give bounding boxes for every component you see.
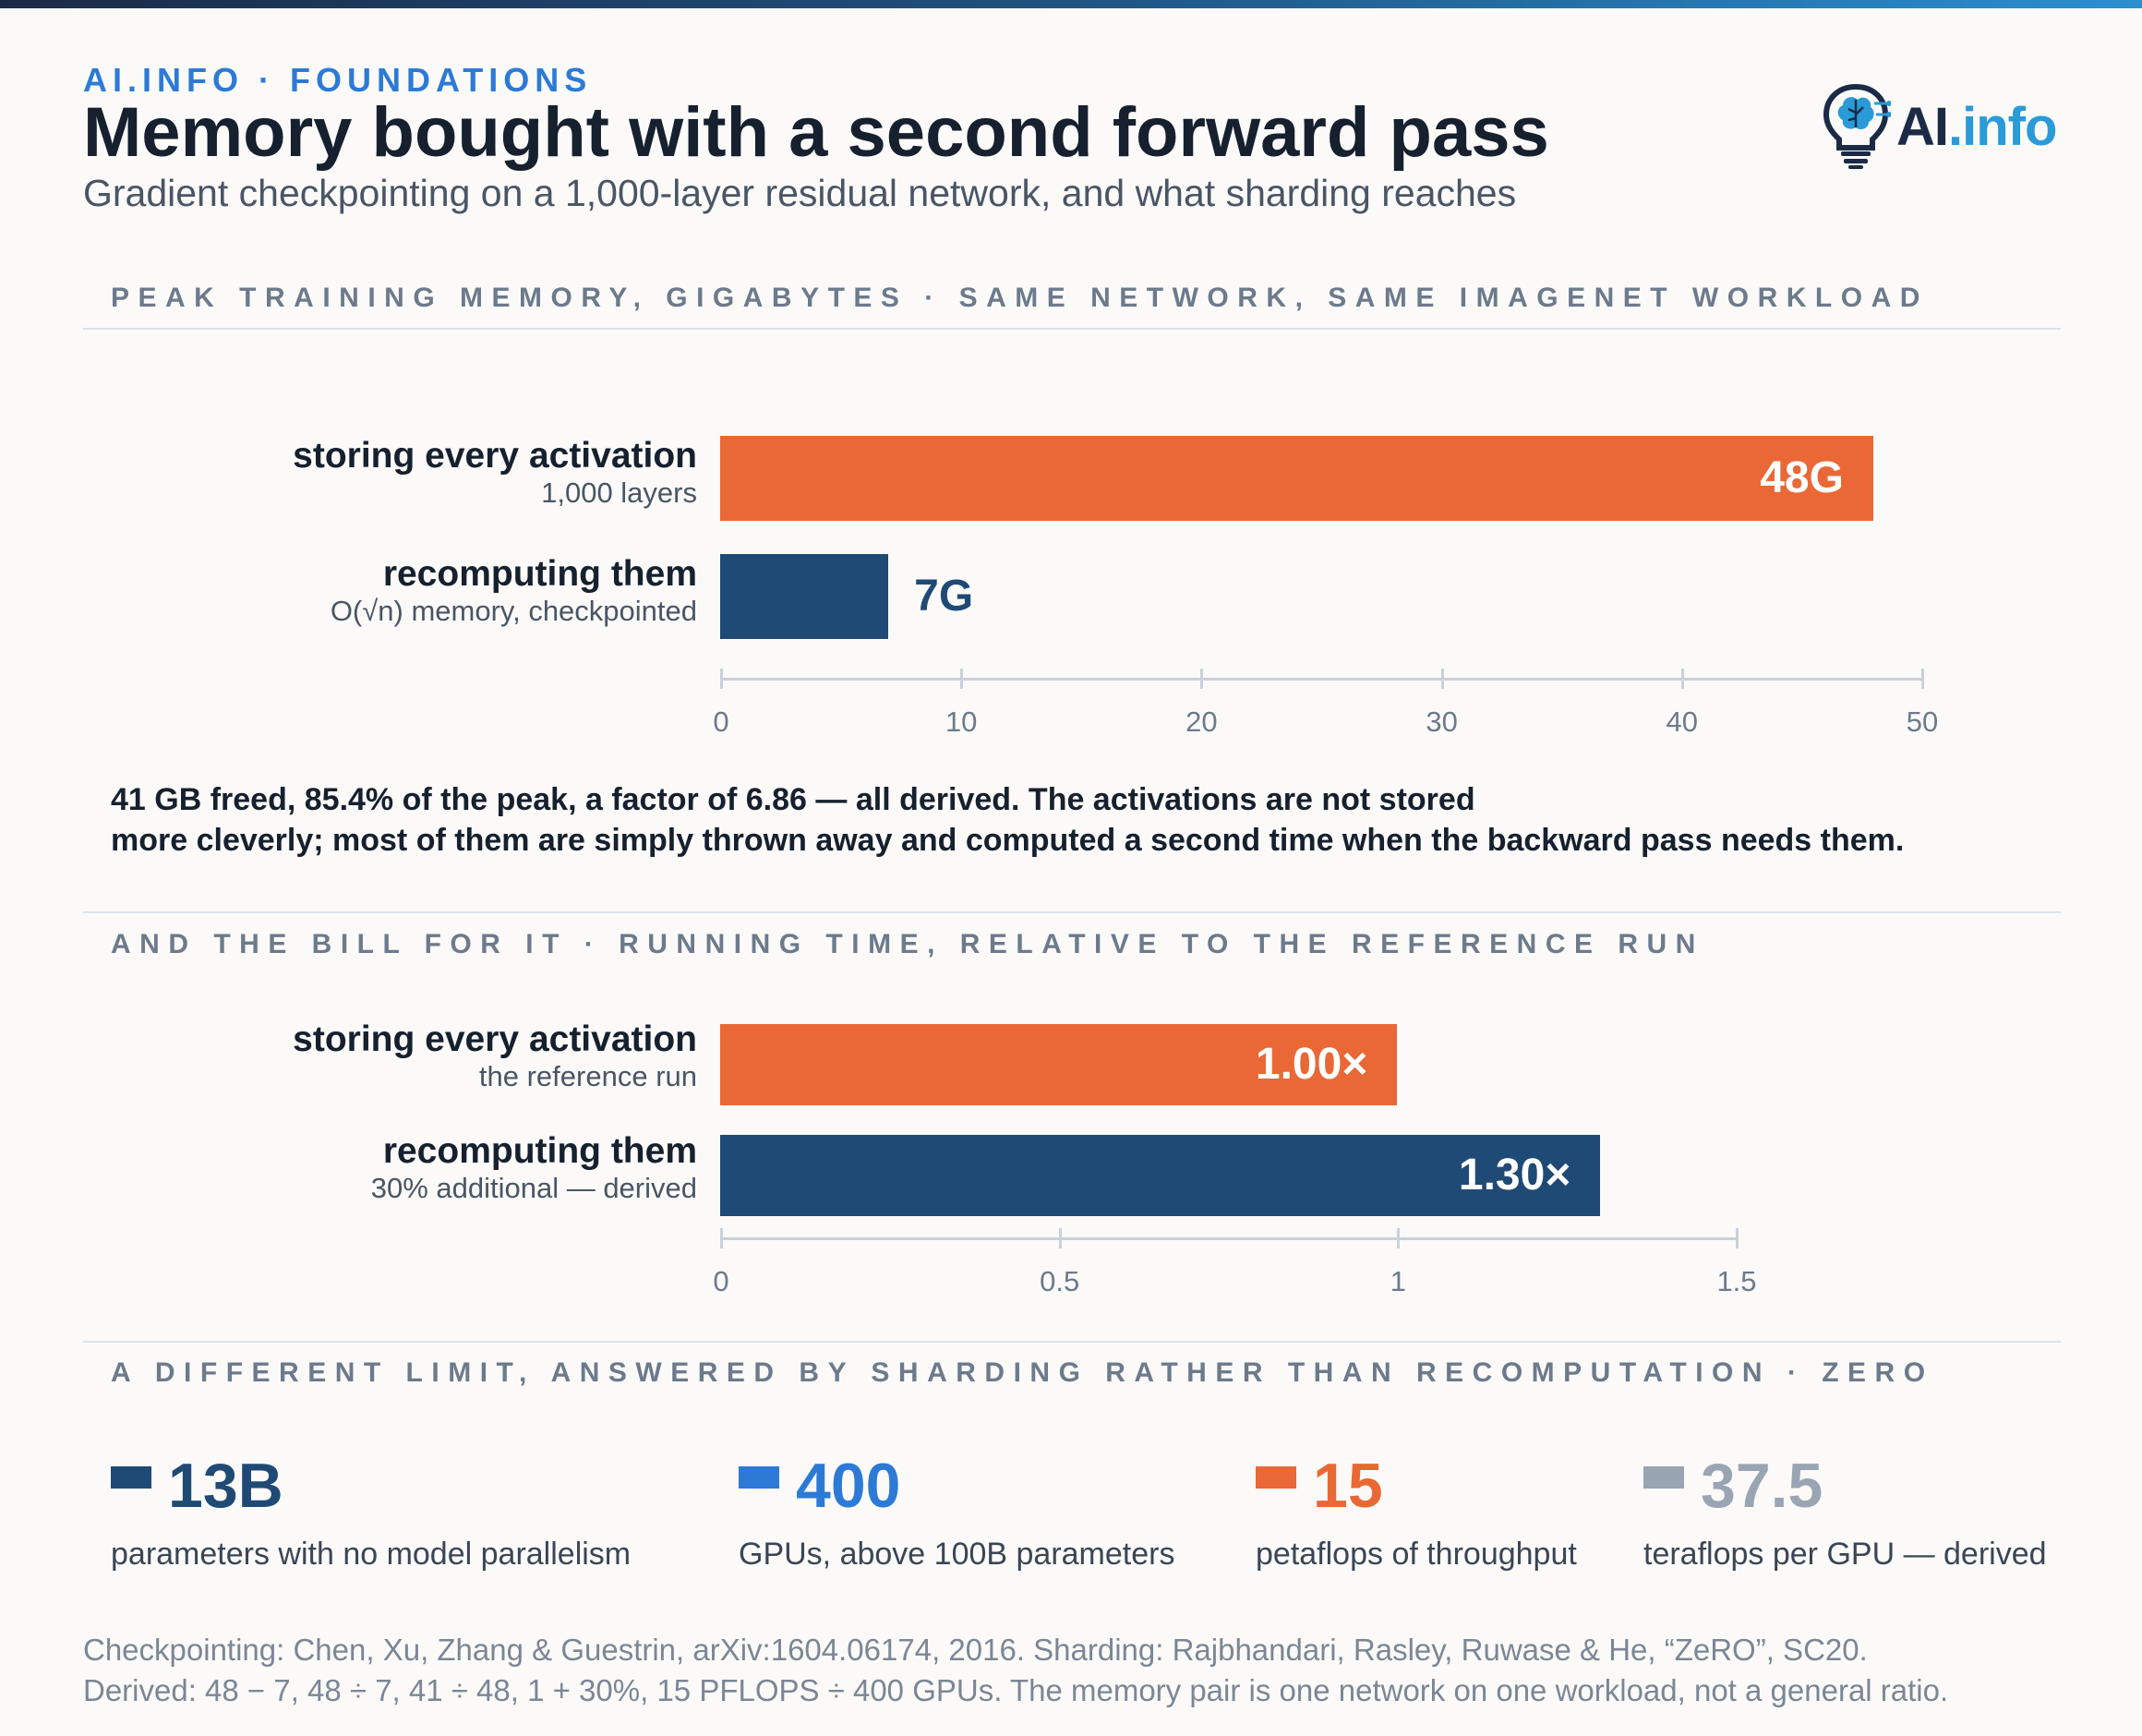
page-title: Memory bought with a second forward pass (83, 93, 1549, 172)
x-axis-tick-label: 10 (945, 705, 978, 738)
source-footer: Checkpointing: Chen, Xu, Zhang & Guestri… (83, 1630, 2096, 1711)
divider (83, 1341, 2061, 1343)
stat-description: teraflops per GPU — derived (1643, 1537, 2047, 1572)
x-axis-line (720, 1237, 1739, 1240)
x-axis-tick (720, 669, 723, 689)
stat-value: 37.5 (1701, 1451, 1823, 1521)
stat-value: 15 (1313, 1451, 1383, 1521)
sharding-section-label: A DIFFERENT LIMIT, ANSWERED BY SHARDING … (111, 1357, 1934, 1388)
category-subtitle: the reference run (478, 1060, 697, 1092)
category-label: storing every activation 1,000 layers (293, 436, 697, 510)
divider (83, 328, 2061, 330)
memory-takeaway-note: 41 GB freed, 85.4% of the peak, a factor… (111, 779, 2096, 861)
x-axis-tick-label: 0 (713, 705, 729, 738)
x-axis-tick-label: 40 (1666, 705, 1699, 738)
stat-swatch (739, 1466, 779, 1489)
bar (720, 1135, 1601, 1216)
ai-info-logo: AI.info (1821, 81, 2061, 170)
category-name: recomputing them (382, 1131, 697, 1171)
bar-value-label: 1.30× (1458, 1151, 1571, 1200)
time-bar-chart: storing every activation the reference r… (293, 1019, 1757, 1297)
lightbulb-brain-icon (1823, 83, 1891, 169)
x-axis-tick-label: 20 (1185, 705, 1218, 738)
stat-description: petaflops of throughput (1256, 1537, 1577, 1572)
bar (720, 1024, 1398, 1105)
x-axis-tick (1397, 1228, 1401, 1248)
x-axis-tick-label: 1.5 (1716, 1265, 1757, 1297)
stat-value: 400 (796, 1451, 901, 1521)
top-accent-bar (0, 0, 2142, 8)
stat-swatch (1256, 1466, 1296, 1489)
x-axis-tick (1680, 669, 1684, 689)
divider (83, 911, 2061, 913)
x-axis-tick (960, 669, 964, 689)
x-axis-tick-label: 50 (1906, 705, 1939, 738)
category-subtitle: 30% additional — derived (370, 1172, 697, 1204)
page-subtitle: Gradient checkpointing on a 1,000-layer … (83, 172, 1517, 214)
x-axis-tick (1058, 1228, 1062, 1248)
kicker: AI.INFO · FOUNDATIONS (83, 61, 593, 99)
bar-value-label: 1.00× (1255, 1040, 1368, 1089)
category-subtitle: 1,000 layers (541, 476, 697, 509)
logo-wordmark: AI.info (1896, 96, 2057, 158)
x-axis-tick-label: 1 (1390, 1265, 1406, 1297)
stat-description: parameters with no model parallelism (111, 1537, 632, 1572)
category-name: recomputing them (382, 554, 697, 594)
bar-value-label: 48G (1760, 453, 1844, 502)
bar (720, 436, 1873, 521)
bar (720, 554, 889, 639)
stat-swatch (111, 1466, 151, 1489)
category-label: recomputing them 30% additional — derive… (371, 1131, 697, 1205)
logo-ai: AI (1896, 97, 1949, 157)
x-axis-tick-label: 30 (1426, 705, 1458, 738)
x-axis-tick-label: 0.5 (1040, 1265, 1080, 1297)
stat-description: GPUs, above 100B parameters (739, 1537, 1175, 1572)
footer-line: Checkpointing: Chen, Xu, Zhang & Guestri… (83, 1633, 1868, 1667)
x-axis-tick (1440, 669, 1444, 689)
time-section-label: AND THE BILL FOR IT · RUNNING TIME, RELA… (111, 929, 1704, 959)
category-label: recomputing them O(√n) memory, checkpoin… (331, 554, 697, 628)
note-line: 41 GB freed, 85.4% of the peak, a factor… (111, 782, 1475, 817)
x-axis-tick (1736, 1228, 1739, 1248)
x-axis-tick (1921, 669, 1924, 689)
x-axis-line (720, 678, 1924, 681)
logo-info: .info (1948, 97, 2057, 157)
stat-swatch (1643, 1466, 1684, 1489)
stat-value: 13B (168, 1451, 283, 1521)
memory-bar-chart: storing every activation 1,000 layers re… (0, 0, 2142, 757)
bar-value-label: 7G (914, 572, 974, 621)
x-axis-tick-label: 0 (713, 1265, 729, 1297)
category-name: storing every activation (293, 1019, 697, 1059)
x-axis-tick (720, 1228, 723, 1248)
memory-section-label: PEAK TRAINING MEMORY, GIGABYTES · SAME N… (111, 283, 1929, 313)
x-axis-tick (1200, 669, 1204, 689)
note-line: more cleverly; most of them are simply t… (111, 823, 1905, 858)
footer-line: Derived: 48 − 7, 48 ÷ 7, 41 ÷ 48, 1 + 30… (83, 1673, 1949, 1707)
category-label: storing every activation the reference r… (293, 1019, 697, 1093)
category-name: storing every activation (293, 436, 697, 476)
category-subtitle: O(√n) memory, checkpointed (330, 595, 697, 627)
